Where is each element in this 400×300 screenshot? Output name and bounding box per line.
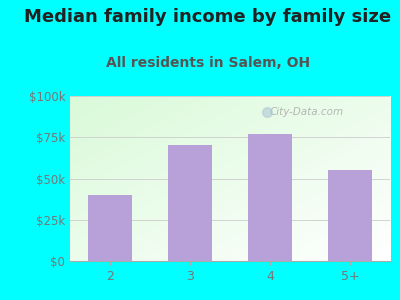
Bar: [88, 195, 132, 261]
Text: All residents in Salem, OH: All residents in Salem, OH: [106, 56, 310, 70]
Bar: [248, 134, 292, 261]
Text: City-Data.com: City-Data.com: [270, 107, 344, 118]
Bar: [328, 170, 372, 261]
Text: Median family income by family size: Median family income by family size: [24, 8, 392, 26]
Bar: [168, 146, 212, 261]
